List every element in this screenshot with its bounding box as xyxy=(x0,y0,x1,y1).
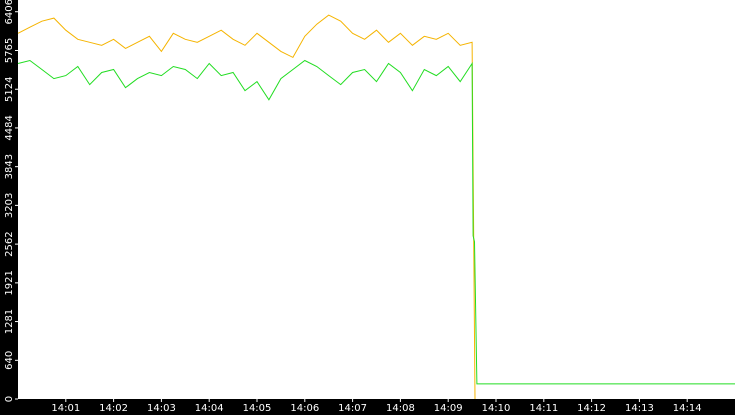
y-tick-label: 2562 xyxy=(4,231,15,256)
y-tick-label: 5765 xyxy=(4,38,15,63)
y-tick-label: 3203 xyxy=(4,193,15,218)
y-tick-label: 640 xyxy=(4,351,15,370)
y-tick-label: 1921 xyxy=(4,270,15,295)
x-tick-label: 14:06 xyxy=(290,403,319,414)
plot-area xyxy=(18,0,735,399)
x-tick-label: 14:05 xyxy=(243,403,272,414)
y-tick-label: 3843 xyxy=(4,154,15,179)
x-tick-label: 14:01 xyxy=(51,403,80,414)
x-tick-label: 14:03 xyxy=(147,403,176,414)
x-tick-label: 14:10 xyxy=(482,403,511,414)
series-line xyxy=(17,59,735,385)
x-tick-label: 14:12 xyxy=(577,403,606,414)
y-tick-label: 4484 xyxy=(4,115,15,140)
series-line xyxy=(17,14,476,400)
y-tick-label: 6406 xyxy=(4,0,15,24)
y-tick-label: 1281 xyxy=(4,309,15,334)
x-tick-label: 14:11 xyxy=(529,403,558,414)
x-tick-label: 14:14 xyxy=(673,403,702,414)
x-tick-label: 14:07 xyxy=(338,403,367,414)
x-tick-label: 14:13 xyxy=(625,403,654,414)
x-tick-label: 14:02 xyxy=(99,403,128,414)
y-tick-label: 0 xyxy=(4,396,15,402)
x-tick-label: 14:08 xyxy=(386,403,415,414)
y-tick-label: 5124 xyxy=(4,77,15,102)
x-tick-label: 14:04 xyxy=(195,403,224,414)
x-tick-label: 14:09 xyxy=(434,403,463,414)
